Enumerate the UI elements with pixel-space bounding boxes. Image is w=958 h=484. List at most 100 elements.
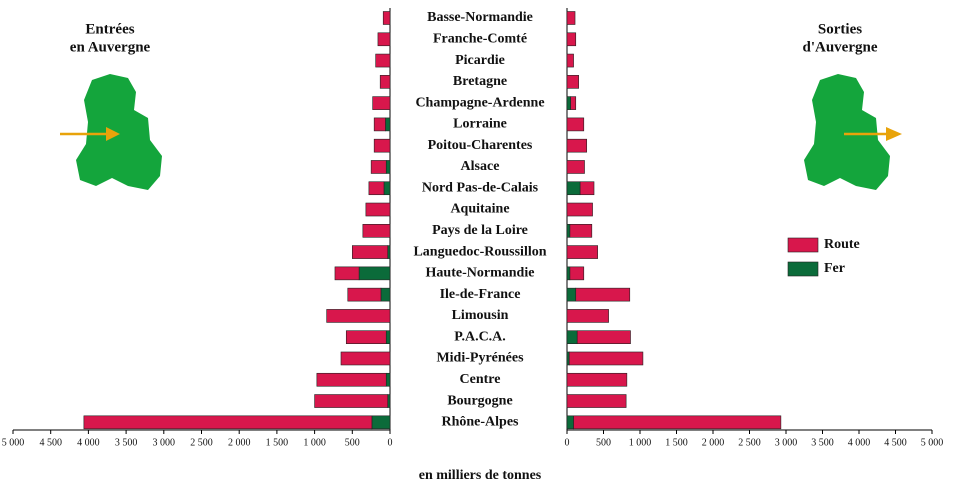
x-tick-label: 2 500 xyxy=(190,437,213,448)
bar xyxy=(334,266,360,281)
category-label: Bourgogne xyxy=(447,393,512,408)
right-title: Sorties xyxy=(818,21,862,37)
x-tick-label: 0 xyxy=(388,437,393,448)
bar xyxy=(385,330,391,345)
legend-swatch xyxy=(787,237,819,253)
category-label: Nord Pas-de-Calais xyxy=(422,180,539,195)
bar xyxy=(566,351,570,366)
bar xyxy=(340,351,391,366)
bar xyxy=(380,287,391,302)
x-tick-label: 2 000 xyxy=(702,437,725,448)
bar xyxy=(566,117,585,132)
x-tick-label: 3 500 xyxy=(811,437,834,448)
bar xyxy=(387,394,391,408)
bar xyxy=(566,160,585,174)
right-title: d'Auvergne xyxy=(803,39,878,55)
bar xyxy=(575,287,631,302)
bar xyxy=(362,224,391,238)
bar xyxy=(373,138,391,153)
category-label: Rhône-Alpes xyxy=(441,415,519,430)
bar xyxy=(345,330,387,345)
category-label: Ile-de-France xyxy=(440,287,521,302)
bar xyxy=(566,266,571,281)
x-tick-label: 3 000 xyxy=(775,437,798,448)
category-label: Franche-Comté xyxy=(433,31,527,46)
bar xyxy=(566,394,627,408)
x-tick-label: 5 000 xyxy=(921,437,944,448)
bar xyxy=(385,160,391,174)
bar xyxy=(382,11,391,25)
bar xyxy=(385,117,391,132)
x-tick-label: 4 000 xyxy=(848,437,871,448)
bar xyxy=(569,266,585,281)
bar xyxy=(375,53,391,68)
category-label: Bretagne xyxy=(453,74,507,89)
left-title: en Auvergne xyxy=(70,39,151,55)
category-label: Centre xyxy=(460,372,501,387)
bar xyxy=(566,75,579,89)
bar xyxy=(566,245,598,259)
bar xyxy=(372,96,391,110)
bar xyxy=(358,266,391,281)
category-label: Lorraine xyxy=(453,117,507,132)
bar xyxy=(83,415,373,430)
x-tick-label: 5 000 xyxy=(2,437,25,448)
map-out xyxy=(804,74,902,190)
bar xyxy=(566,415,574,430)
bar xyxy=(370,160,387,174)
legend-swatch xyxy=(787,261,819,277)
x-tick-label: 1 000 xyxy=(629,437,652,448)
bar xyxy=(385,372,391,387)
bar xyxy=(566,224,571,238)
bar xyxy=(569,224,593,238)
bar xyxy=(566,96,571,110)
bar xyxy=(566,11,576,25)
bar xyxy=(387,245,391,259)
bar xyxy=(316,372,387,387)
bar xyxy=(351,245,389,259)
bar xyxy=(566,181,581,196)
bar xyxy=(570,96,577,110)
legend-label: Fer xyxy=(824,261,845,276)
left-title: Entrées xyxy=(85,21,134,37)
bar xyxy=(368,181,385,196)
x-tick-label: 4 000 xyxy=(77,437,100,448)
x-tick-label: 1 000 xyxy=(303,437,326,448)
x-tick-label: 4 500 xyxy=(884,437,907,448)
bar xyxy=(566,32,577,47)
x-tick-label: 1 500 xyxy=(266,437,289,448)
category-label: Midi-Pyrénées xyxy=(436,351,524,366)
bar xyxy=(566,330,578,345)
category-label: Haute-Normandie xyxy=(426,266,535,281)
bar xyxy=(568,351,644,366)
x-tick-label: 500 xyxy=(345,437,360,448)
map-in xyxy=(60,74,162,190)
bar xyxy=(566,202,593,217)
bar xyxy=(373,117,386,132)
bar xyxy=(377,32,391,47)
category-label: Aquitaine xyxy=(450,202,509,217)
x-tick-label: 4 500 xyxy=(39,437,62,448)
category-label: Pays de la Loire xyxy=(432,223,528,238)
bar xyxy=(379,75,391,89)
x-tick-label: 2 500 xyxy=(738,437,761,448)
bar xyxy=(573,415,782,430)
bar xyxy=(566,53,574,68)
bar xyxy=(326,309,391,323)
bar xyxy=(566,309,609,323)
x-tick-label: 3 500 xyxy=(115,437,138,448)
x-tick-label: 0 xyxy=(565,437,570,448)
x-tick-label: 500 xyxy=(596,437,611,448)
x-tick-label: 2 000 xyxy=(228,437,251,448)
bar xyxy=(566,287,577,302)
bar xyxy=(566,138,588,153)
legend-label: Route xyxy=(824,237,860,252)
bar xyxy=(566,372,628,387)
bar xyxy=(579,181,595,196)
category-label: Poitou-Charentes xyxy=(428,138,533,153)
bar xyxy=(314,394,389,408)
x-tick-label: 1 500 xyxy=(665,437,688,448)
category-label: Limousin xyxy=(452,308,509,323)
bar xyxy=(383,181,391,196)
